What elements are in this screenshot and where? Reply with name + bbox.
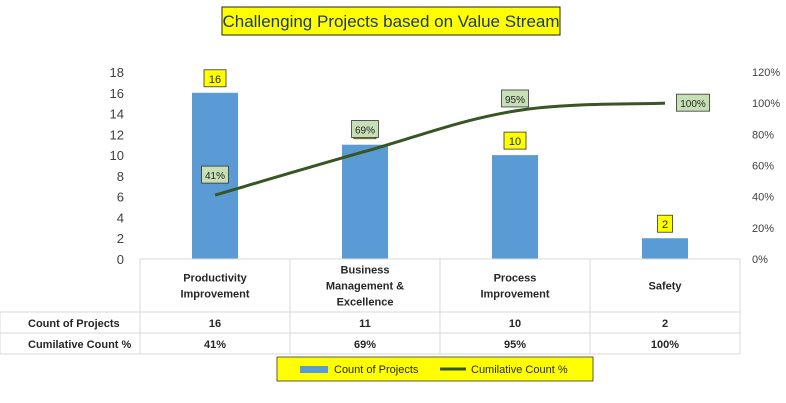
bar-data-label-box bbox=[657, 214, 673, 233]
table-cell: 2 bbox=[662, 318, 668, 330]
table-row-label: Count of Projects bbox=[28, 318, 120, 330]
y-right-tick-label: 20% bbox=[752, 223, 774, 235]
bar-data-label: 2 bbox=[662, 219, 668, 231]
chart-title: Challenging Projects based on Value Stre… bbox=[222, 12, 559, 31]
cumulative-line-path bbox=[214, 101, 666, 197]
legend-label: Cumilative Count % bbox=[471, 364, 568, 376]
category-label: Excellence bbox=[337, 297, 394, 309]
table-cell: 95% bbox=[504, 339, 526, 351]
line-data-label: 95% bbox=[505, 95, 525, 106]
y-left-tick-label: 14 bbox=[110, 107, 124, 122]
bar bbox=[492, 155, 538, 259]
axes: 0 2 4 6 8 10 12 14 16 18 0% 20% 40% 60% 80% 100% 120% bbox=[110, 65, 781, 267]
bar-data-label: 10 bbox=[509, 136, 521, 148]
y-right-tick-label: 0% bbox=[752, 254, 768, 266]
y-left-tick-label: 16 bbox=[110, 86, 124, 101]
category-label: Productivity bbox=[183, 273, 247, 285]
category-label: Process bbox=[494, 273, 537, 285]
y-left-tick-label: 2 bbox=[117, 231, 124, 246]
bar-data-label-box bbox=[203, 69, 227, 88]
category-label: Improvement bbox=[480, 289, 549, 301]
legend-box bbox=[276, 356, 594, 382]
y-left-tick-label: 0 bbox=[117, 252, 124, 267]
line-data-label-box bbox=[351, 120, 379, 138]
y-left-tick-label: 12 bbox=[110, 127, 124, 142]
bar bbox=[642, 238, 688, 259]
legend-label: Count of Projects bbox=[334, 364, 419, 376]
cumulative-line: 41% 69% 95% 100% bbox=[201, 89, 711, 197]
table-cell: 10 bbox=[509, 318, 521, 330]
bar bbox=[342, 144, 388, 259]
legend: Count of Projects Cumilative Count % bbox=[276, 356, 594, 382]
legend-swatch-bar bbox=[300, 366, 328, 373]
category-label: Improvement bbox=[180, 289, 249, 301]
category-label: Management & bbox=[326, 281, 404, 293]
chart-title-box bbox=[221, 6, 561, 36]
bar-data-label-box bbox=[503, 131, 527, 150]
table-cell: 41% bbox=[204, 339, 226, 351]
y-right-tick-label: 100% bbox=[752, 98, 780, 110]
line-data-label: 41% bbox=[205, 171, 225, 182]
category-label: Safety bbox=[648, 281, 682, 293]
line-data-label: 100% bbox=[680, 99, 706, 110]
y-left-tick-label: 6 bbox=[117, 190, 124, 205]
y-left-tick-label: 10 bbox=[110, 148, 124, 163]
line-data-label: 69% bbox=[355, 125, 375, 136]
y-left-tick-label: 18 bbox=[110, 65, 124, 80]
y-right-tick-label: 120% bbox=[752, 67, 780, 79]
y-right-tick-label: 80% bbox=[752, 129, 774, 141]
y-left-tick-label: 8 bbox=[117, 169, 124, 184]
line-data-label-box bbox=[201, 165, 229, 184]
table-row-label: Cumilative Count % bbox=[28, 339, 132, 351]
table-cell: 69% bbox=[354, 339, 376, 351]
table-cell: 16 bbox=[209, 318, 221, 330]
table-cell: 11 bbox=[359, 318, 371, 330]
data-table: Productivity Improvement Business Managemen… bbox=[0, 258, 741, 355]
line-data-label-box bbox=[676, 93, 711, 112]
line-data-label-box bbox=[501, 89, 529, 108]
chart-title-group: Challenging Projects based on Value Stre… bbox=[221, 6, 561, 36]
category-label: Business bbox=[341, 265, 390, 277]
table-cell: 100% bbox=[651, 339, 679, 351]
bar-data-label: 16 bbox=[209, 74, 221, 86]
y-right-tick-label: 60% bbox=[752, 161, 774, 173]
y-right-tick-label: 40% bbox=[752, 192, 774, 204]
y-left-tick-label: 4 bbox=[117, 210, 124, 225]
